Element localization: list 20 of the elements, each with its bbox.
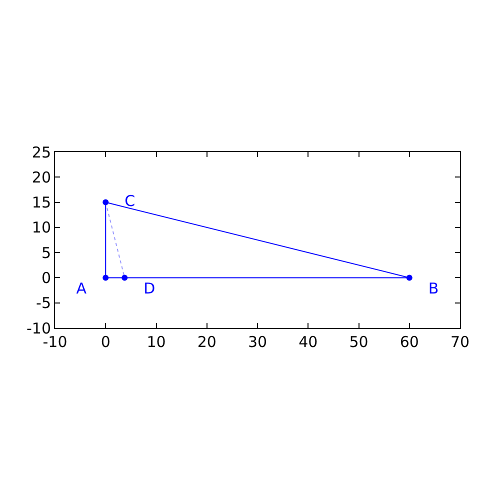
y-tick-label: 20 xyxy=(32,168,51,186)
y-tick-label: 10 xyxy=(32,218,51,237)
y-tick-label: -5 xyxy=(36,294,51,312)
x-tick-label: 70 xyxy=(450,333,470,351)
x-tick-label: 30 xyxy=(248,333,268,351)
series-label: D xyxy=(129,280,170,298)
x-tick-label: 0 xyxy=(100,333,110,351)
y-tick-label: 25 xyxy=(32,143,51,162)
series-label: C xyxy=(110,192,150,210)
series-label: B xyxy=(414,280,454,298)
y-tick-label: 5 xyxy=(41,244,51,262)
series-label: A xyxy=(62,280,101,298)
x-tick-label: 20 xyxy=(197,333,216,351)
x-tick-label: 60 xyxy=(400,333,419,351)
y-tick-label: -10 xyxy=(26,319,51,338)
x-tick-label: 40 xyxy=(298,333,318,351)
x-tick-label: 10 xyxy=(146,333,166,351)
y-tick-label: 0 xyxy=(41,268,51,287)
y-tick-label: 15 xyxy=(32,194,51,212)
x-tick-label: 50 xyxy=(349,333,368,351)
